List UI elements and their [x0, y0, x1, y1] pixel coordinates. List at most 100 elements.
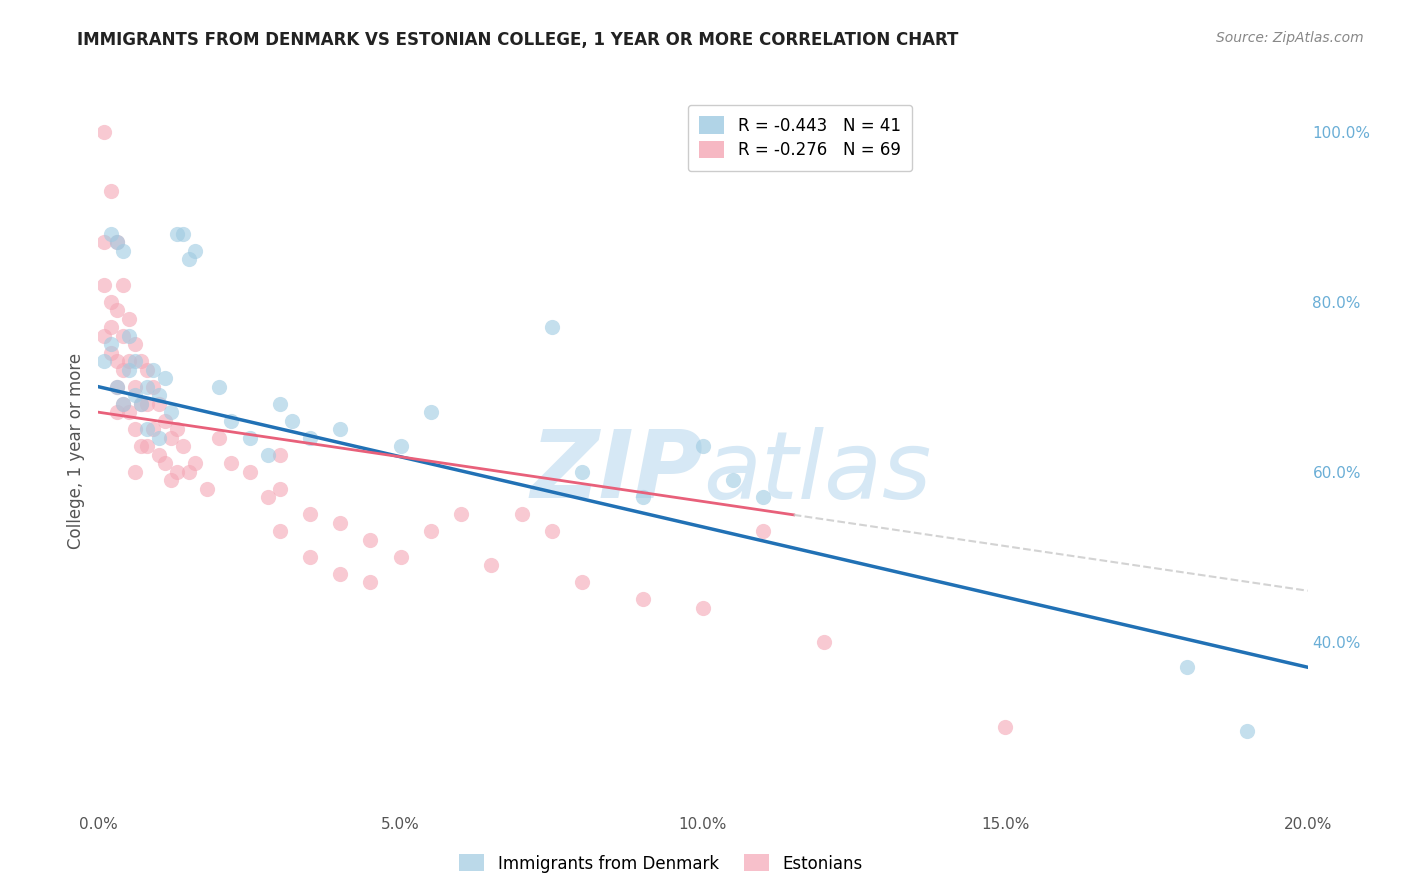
Point — [420, 405, 443, 419]
Point — [195, 482, 218, 496]
Point — [111, 244, 134, 258]
Point — [124, 354, 146, 368]
Point — [256, 448, 278, 462]
Point — [571, 465, 593, 479]
Point — [184, 244, 207, 258]
Point — [153, 414, 176, 428]
Point — [692, 600, 714, 615]
Point — [329, 516, 352, 530]
Point — [269, 482, 291, 496]
Point — [124, 337, 146, 351]
Point — [1236, 723, 1258, 738]
Point — [299, 507, 322, 521]
Point — [752, 524, 775, 539]
Point — [179, 465, 201, 479]
Point — [129, 397, 152, 411]
Point — [105, 380, 128, 394]
Point — [631, 490, 654, 504]
Point — [329, 566, 352, 581]
Point — [148, 448, 170, 462]
Point — [105, 235, 128, 250]
Point — [124, 380, 146, 394]
Point — [360, 575, 382, 590]
Point — [111, 362, 134, 376]
Point — [135, 380, 157, 394]
Point — [129, 397, 152, 411]
Point — [184, 456, 207, 470]
Point — [148, 388, 170, 402]
Point — [105, 235, 128, 250]
Point — [723, 473, 745, 487]
Point — [389, 439, 412, 453]
Text: Source: ZipAtlas.com: Source: ZipAtlas.com — [1216, 31, 1364, 45]
Point — [118, 354, 141, 368]
Legend: R = -0.443   N = 41, R = -0.276   N = 69: R = -0.443 N = 41, R = -0.276 N = 69 — [688, 104, 912, 171]
Point — [105, 303, 128, 318]
Point — [160, 431, 183, 445]
Point — [135, 362, 157, 376]
Point — [105, 380, 128, 394]
Point — [256, 490, 278, 504]
Point — [100, 345, 122, 359]
Point — [105, 405, 128, 419]
Point — [118, 328, 141, 343]
Point — [631, 592, 654, 607]
Point — [135, 439, 157, 453]
Point — [450, 507, 472, 521]
Point — [111, 397, 134, 411]
Point — [135, 397, 157, 411]
Legend: Immigrants from Denmark, Estonians: Immigrants from Denmark, Estonians — [453, 847, 869, 880]
Point — [269, 448, 291, 462]
Point — [153, 371, 176, 385]
Point — [142, 422, 165, 436]
Point — [540, 524, 562, 539]
Point — [142, 362, 165, 376]
Point — [148, 431, 170, 445]
Point — [118, 311, 141, 326]
Point — [124, 465, 146, 479]
Point — [148, 397, 170, 411]
Point — [111, 328, 134, 343]
Point — [100, 320, 122, 334]
Point — [1175, 660, 1198, 674]
Point — [269, 524, 291, 539]
Point — [540, 320, 562, 334]
Point — [93, 125, 115, 139]
Point — [135, 422, 157, 436]
Point — [692, 439, 714, 453]
Point — [239, 465, 262, 479]
Point — [100, 337, 122, 351]
Point — [93, 328, 115, 343]
Point — [239, 431, 262, 445]
Point — [420, 524, 443, 539]
Point — [129, 354, 152, 368]
Point — [813, 634, 835, 648]
Point — [172, 227, 194, 241]
Text: ZIP: ZIP — [530, 426, 703, 518]
Point — [124, 388, 146, 402]
Point — [510, 507, 533, 521]
Point — [166, 422, 188, 436]
Point — [118, 362, 141, 376]
Point — [111, 277, 134, 292]
Point — [994, 720, 1017, 734]
Point — [124, 422, 146, 436]
Point — [179, 252, 201, 267]
Point — [160, 473, 183, 487]
Point — [93, 277, 115, 292]
Point — [100, 294, 122, 309]
Point — [172, 439, 194, 453]
Point — [299, 431, 322, 445]
Point — [111, 397, 134, 411]
Point — [105, 354, 128, 368]
Point — [208, 431, 231, 445]
Point — [481, 558, 503, 573]
Point — [208, 380, 231, 394]
Point — [166, 465, 188, 479]
Point — [389, 549, 412, 564]
Y-axis label: College, 1 year or more: College, 1 year or more — [66, 352, 84, 549]
Point — [160, 405, 183, 419]
Point — [281, 414, 304, 428]
Point — [571, 575, 593, 590]
Point — [153, 456, 176, 470]
